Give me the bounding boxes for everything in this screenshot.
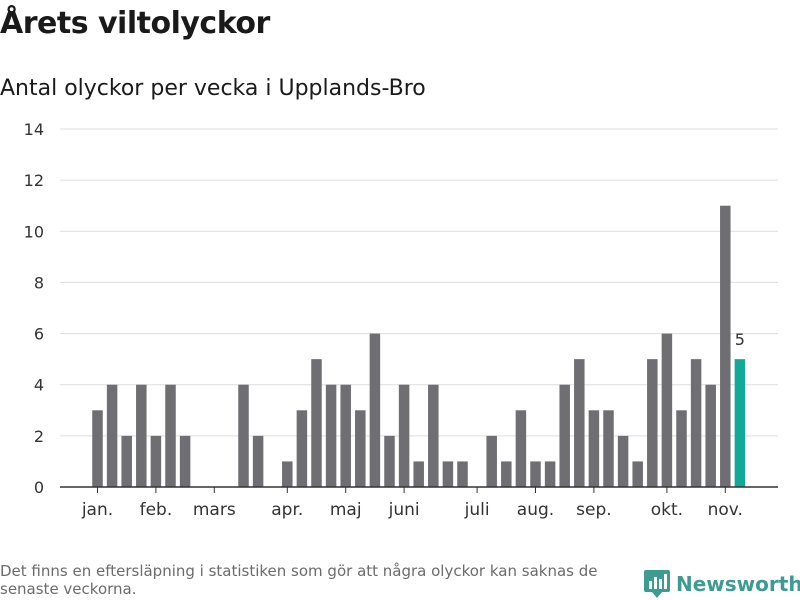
bar (720, 205, 731, 487)
bar (559, 384, 570, 487)
bar (661, 333, 673, 487)
x-tick-label: mars (193, 500, 236, 520)
bar (705, 384, 716, 487)
data-label: 5 (735, 330, 745, 349)
chart-subtitle: Antal olyckor per vecka i Upplands-Bro (0, 76, 426, 101)
bar (106, 384, 118, 487)
bar (413, 461, 424, 487)
bar (690, 359, 702, 487)
bar-chart: 0 2 4 6 8 10 12 14 5 jan. feb. mars apr. maj juni juli a… (24, 120, 778, 520)
bar (150, 435, 162, 487)
x-tick-label: nov. (708, 500, 743, 520)
bar (384, 435, 395, 487)
bar (121, 435, 132, 487)
y-tick-label: 10 (24, 222, 44, 241)
y-tick-label: 12 (24, 171, 44, 190)
y-tick-label: 0 (34, 478, 44, 497)
bar (617, 435, 629, 487)
bar (486, 435, 497, 487)
bar (136, 384, 147, 487)
bar (165, 384, 176, 487)
x-tick-label: jan. (81, 500, 113, 520)
bar (574, 359, 585, 487)
x-tick-label: juni (388, 500, 420, 520)
bar (501, 461, 512, 487)
bar-highlight (734, 359, 746, 487)
y-tick-label: 14 (24, 120, 44, 139)
x-tick-label: okt. (651, 500, 683, 520)
y-tick-label: 6 (34, 325, 44, 344)
bar (179, 435, 191, 487)
bar (311, 359, 322, 487)
bar (544, 461, 556, 487)
bar (647, 359, 658, 487)
x-tick-label: maj (330, 500, 362, 520)
bar (369, 333, 381, 487)
y-tick-label: 4 (34, 376, 44, 395)
chart-title: Årets viltolyckor (0, 6, 270, 41)
newsworthy-brand[interactable]: Newsworthy (644, 570, 800, 598)
bar (238, 384, 249, 487)
x-tick-label: feb. (140, 500, 173, 520)
y-tick-label: 2 (34, 427, 44, 446)
bar (252, 435, 264, 487)
bar (296, 410, 308, 487)
bar (355, 410, 366, 487)
bar (603, 410, 614, 487)
bar (588, 410, 600, 487)
footnote: Det finns en eftersläpning i statistiken… (0, 562, 598, 598)
bar (515, 410, 527, 487)
x-tick-label: aug. (517, 500, 554, 520)
bar (340, 384, 351, 487)
bar (428, 384, 439, 487)
y-tick-label: 8 (34, 273, 44, 292)
bar (398, 384, 410, 487)
bar (632, 461, 643, 487)
x-tick-label: juli (464, 500, 490, 520)
bar (282, 461, 293, 487)
bar (457, 461, 468, 487)
bar (325, 384, 337, 487)
x-tick-label: apr. (271, 500, 303, 520)
bar (530, 461, 541, 487)
newsworthy-logo-icon (644, 570, 670, 598)
bar (442, 461, 454, 487)
brand-name: Newsworthy (676, 572, 800, 596)
x-tick-label: sep. (576, 500, 612, 520)
bar (676, 410, 687, 487)
bar (92, 410, 103, 487)
